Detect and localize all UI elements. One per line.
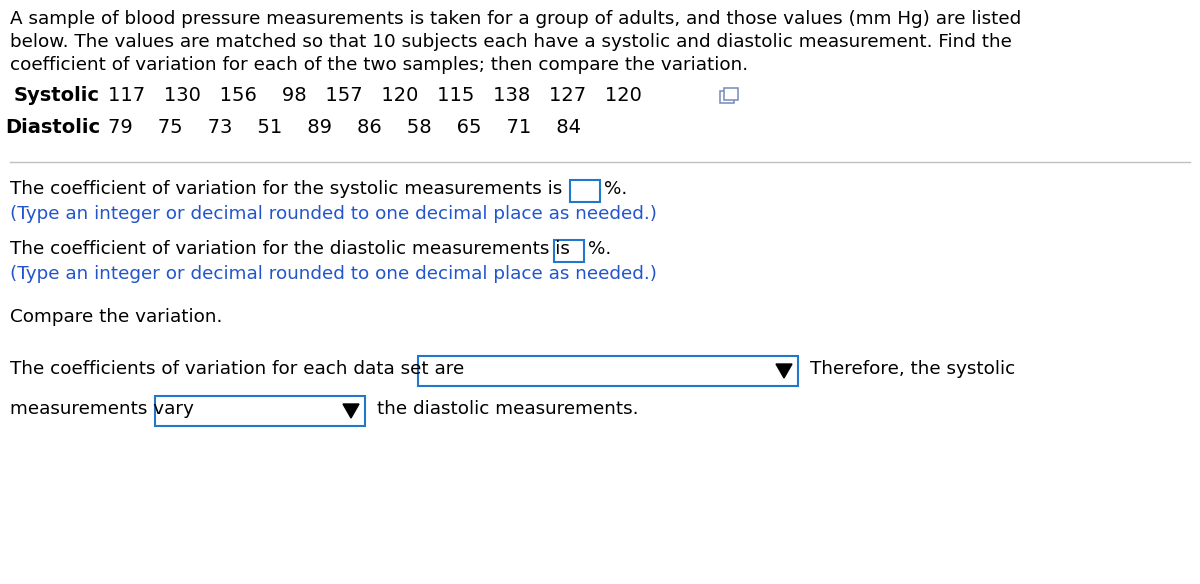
Text: coefficient of variation for each of the two samples; then compare the variation: coefficient of variation for each of the… [10,56,748,74]
Text: below. The values are matched so that 10 subjects each have a systolic and diast: below. The values are matched so that 10… [10,33,1012,51]
Text: (Type an integer or decimal rounded to one decimal place as needed.): (Type an integer or decimal rounded to o… [10,205,658,223]
Bar [720,91,734,103]
Polygon shape [776,364,792,378]
Bar [155,396,365,426]
Text: Diastolic: Diastolic [5,118,100,137]
Bar [570,180,600,202]
Text: The coefficients of variation for each data set are: The coefficients of variation for each d… [10,360,470,378]
Bar [724,88,738,100]
Text: The coefficient of variation for the diastolic measurements is: The coefficient of variation for the dia… [10,240,576,258]
Text: (Type an integer or decimal rounded to one decimal place as needed.): (Type an integer or decimal rounded to o… [10,265,658,283]
Text: Therefore, the systolic: Therefore, the systolic [810,360,1015,378]
Bar [418,356,798,386]
Text: A sample of blood pressure measurements is taken for a group of adults, and thos: A sample of blood pressure measurements … [10,10,1021,28]
Text: 79    75    73    51    89    86    58    65    71    84: 79 75 73 51 89 86 58 65 71 84 [108,118,581,137]
Text: Systolic: Systolic [14,86,100,105]
Text: measurements vary: measurements vary [10,400,199,418]
Text: Compare the variation.: Compare the variation. [10,308,222,326]
Text: 117   130   156    98   157   120   115   138   127   120: 117 130 156 98 157 120 115 138 127 120 [108,86,642,105]
Text: The coefficient of variation for the systolic measurements is: The coefficient of variation for the sys… [10,180,568,198]
Bar [554,240,584,262]
Text: %.: %. [588,240,611,258]
Text: %.: %. [604,180,628,198]
Text: the diastolic measurements.: the diastolic measurements. [377,400,638,418]
Polygon shape [343,404,359,418]
